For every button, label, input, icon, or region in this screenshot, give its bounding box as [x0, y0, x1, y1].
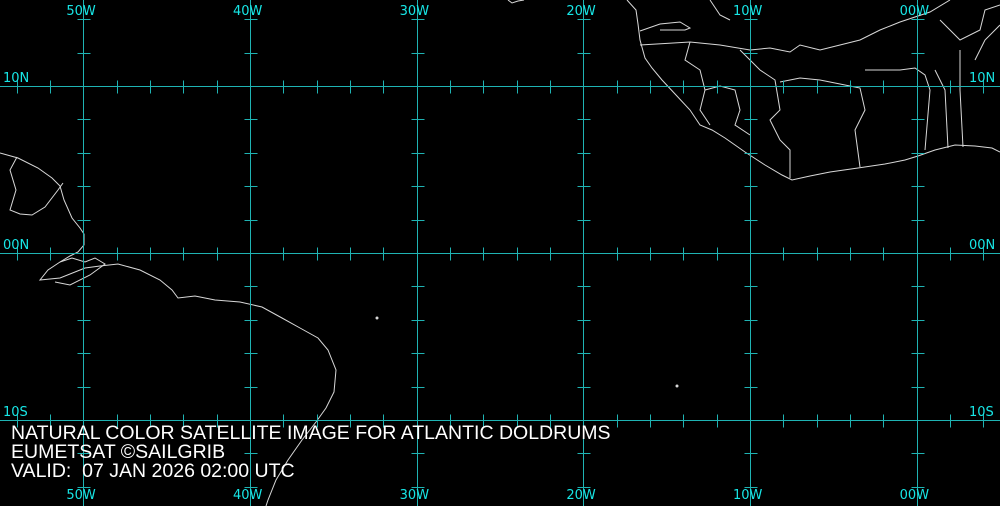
longitude-label-top: 20W — [566, 4, 596, 19]
longitude-label-top: 40W — [233, 4, 263, 19]
french-guiana-border — [9, 156, 64, 216]
africa-border — [974, 24, 1000, 61]
island — [375, 316, 379, 320]
latitude-label-left: 00N — [3, 238, 30, 253]
longitude-label-bottom: 00W — [899, 488, 930, 503]
latitude-label-right: 10S — [969, 404, 994, 420]
latitude-label-left: 10N — [3, 71, 30, 86]
africa-border — [684, 41, 711, 126]
south-america-coastline — [0, 152, 337, 506]
caption-title: NATURAL COLOR SATELLITE IMAGE FOR ATLANT… — [11, 422, 611, 444]
africa-border — [939, 4, 1000, 41]
africa-border — [704, 85, 751, 136]
africa-border — [639, 21, 692, 32]
longitude-label-bottom: 50W — [66, 488, 96, 503]
caption-credit: EUMETSAT ©SAILGRIB — [11, 441, 226, 463]
africa-border — [709, 0, 731, 21]
africa-border — [934, 69, 949, 149]
coast-fragment — [507, 0, 525, 4]
africa-border — [959, 50, 964, 148]
africa-border — [865, 67, 931, 151]
caption-valid-time: VALID: 07 JAN 2026 02:00 UTC — [11, 460, 295, 482]
longitude-label-top: 00W — [899, 4, 930, 19]
africa-border — [779, 77, 866, 168]
latitude-label-left: 10S — [3, 404, 28, 420]
longitude-label-bottom: 10W — [733, 488, 763, 503]
latitude-label-right: 10N — [969, 71, 996, 86]
longitude-label-top: 10W — [733, 4, 763, 19]
longitude-label-bottom: 20W — [566, 488, 596, 503]
longitude-label-bottom: 30W — [399, 488, 430, 503]
africa-border — [739, 49, 791, 178]
longitude-label-top: 50W — [66, 4, 96, 19]
latitude-label-right: 00N — [969, 238, 996, 253]
africa-coastline — [626, 0, 1000, 181]
africa-border — [639, 0, 951, 53]
island — [675, 384, 679, 388]
amazon-delta — [54, 257, 106, 286]
longitude-label-bottom: 40W — [233, 488, 263, 503]
longitude-label-top: 30W — [399, 4, 430, 19]
